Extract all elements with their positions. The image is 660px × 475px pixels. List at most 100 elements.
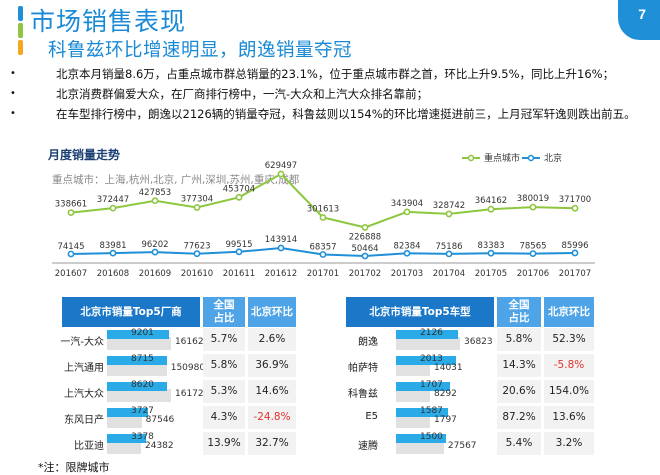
row-label: 上汽大众 [64, 389, 104, 400]
maker-share-header: 全国占比 [203, 297, 245, 327]
model-mom-header: 北京环比 [544, 297, 594, 327]
mom-cell: 52.3% [544, 328, 594, 351]
bullet-text: 北京本月销量8.6万，占重点城市群总销量的23.1%，位于重点城市群之首，环比上… [56, 67, 615, 81]
x-tick-label: 201706 [517, 269, 549, 279]
key-cities-data-point [529, 203, 537, 211]
share-cell: 20.6% [497, 380, 541, 403]
beijing-data-label: 68357 [309, 242, 336, 252]
key-cities-data-point [235, 193, 243, 201]
legend-beijing-marker [527, 154, 535, 162]
this-month-value: 1707 [420, 380, 443, 390]
key-cities-data-label: 364162 [475, 196, 507, 206]
model-table-header: 北京市销量Top5车型 [346, 297, 494, 327]
x-tick-label: 201707 [559, 269, 591, 279]
this-month-bar: 2126 [396, 328, 458, 339]
beijing-data-label: 50464 [351, 244, 378, 254]
beijing-data-point [67, 250, 75, 258]
mom-cell: 14.6% [248, 380, 296, 403]
beijing-data-point [109, 249, 117, 257]
beijing-data-point [403, 249, 411, 257]
beijing-data-point [361, 252, 369, 260]
key-cities-data-label: 301613 [307, 205, 339, 215]
x-tick-label: 201607 [55, 269, 87, 279]
key-cities-data-point [151, 197, 159, 205]
last-month-value: 161726 [175, 389, 210, 399]
beijing-data-point [193, 250, 201, 258]
beijing-data-label: 85996 [561, 241, 588, 251]
last-month-value: 161622 [174, 337, 210, 347]
row-label: 比亚迪 [74, 441, 104, 452]
beijing-data-label: 77623 [183, 242, 210, 252]
key-cities-data-point [67, 209, 75, 216]
table-row: 速腾 1500 27567 5.4% 3.2% [0, 432, 660, 455]
last-month-bar [107, 363, 167, 376]
last-month-bar [396, 389, 430, 402]
last-month-value: 24382 [145, 441, 174, 451]
this-month-value: 9201 [131, 328, 154, 338]
this-month-bar: 9201 [107, 328, 169, 339]
key-cities-data-label: 380019 [517, 194, 549, 204]
row-label: 东风日产 [64, 415, 104, 426]
last-month-bar [107, 337, 171, 350]
this-month-value: 8715 [131, 354, 154, 364]
key-cities-data-label: 338661 [55, 200, 87, 210]
bullet-dot: • [10, 108, 16, 119]
key-cities-data-point [193, 204, 201, 211]
share-cell: 87.2% [497, 406, 541, 429]
this-month-bar: 8715 [107, 354, 168, 365]
x-tick-label: 201611 [223, 269, 255, 279]
beijing-data-point [487, 249, 495, 257]
this-month-value: 3378 [131, 432, 154, 442]
x-tick-label: 201701 [307, 269, 339, 279]
row-label: E5 [365, 411, 378, 422]
row-label: 上汽通用 [64, 363, 104, 374]
table-row: 比亚迪 3378 24382 13.9% 32.7% [0, 432, 660, 455]
x-tick-label: 201608 [97, 269, 129, 279]
beijing-data-label: 74145 [57, 242, 84, 252]
beijing-data-label: 82384 [393, 241, 420, 251]
key-cities-data-point [361, 224, 369, 231]
key-cities-data-label: 226888 [349, 232, 381, 242]
mom-cell: 154.0% [544, 380, 594, 403]
last-month-value: 87546 [145, 415, 175, 425]
this-month-value: 2126 [420, 328, 443, 338]
this-month-value: 3727 [131, 406, 154, 416]
x-tick-label: 201610 [181, 269, 213, 279]
mom-cell: 3.2% [544, 432, 594, 455]
beijing-data-point [445, 250, 453, 258]
key-cities-data-point [403, 208, 411, 216]
share-cell: 5.8% [497, 328, 541, 351]
beijing-data-label: 99515 [225, 240, 252, 250]
this-month-value: 1500 [420, 432, 443, 442]
x-tick-label: 201612 [265, 269, 297, 279]
last-month-value: 8292 [434, 389, 457, 399]
bullet-text: 在车型排行榜中，朗逸以2126辆的销量夺冠，科鲁兹则以154%的环比增速挺进前三… [56, 107, 636, 121]
this-month-bar: 3378 [107, 432, 154, 443]
page-title: 市场销售表现 [30, 7, 187, 36]
table-row: 朗逸 2126 36823 5.8% 52.3% [0, 328, 660, 351]
title-accent-bar-2 [18, 23, 23, 38]
beijing-data-label: 96202 [141, 240, 168, 250]
last-month-value: 150980 [170, 363, 206, 373]
key-cities-data-point [487, 205, 495, 213]
key-cities-data-label: 343904 [391, 199, 423, 209]
key-cities-data-label: 377304 [181, 194, 213, 204]
title-accent-bar-3 [18, 40, 23, 55]
beijing-data-point [151, 248, 159, 256]
beijing-data-point [277, 244, 285, 252]
title-accent-bar [18, 6, 23, 21]
beijing-data-point [235, 248, 243, 256]
key-cities-data-point [319, 214, 327, 221]
beijing-data-point [529, 250, 537, 257]
x-tick-label: 201609 [139, 269, 171, 279]
last-month-value: 27567 [447, 441, 477, 451]
table-row: 上汽大众 8620 161726 5.3% 14.6% [0, 380, 660, 403]
this-month-bar: 2013 [396, 354, 456, 365]
beijing-data-point [571, 249, 579, 257]
table-row: 东风日产 3727 87546 4.3% -24.8% [0, 406, 660, 429]
this-month-bar: 8620 [107, 380, 167, 391]
chart-marks: 201607 201608 201609 201610 201611 201612 2017… [52, 161, 595, 279]
last-month-bar [107, 441, 141, 454]
mom-cell: 13.6% [544, 406, 594, 429]
last-month-bar [396, 441, 444, 454]
